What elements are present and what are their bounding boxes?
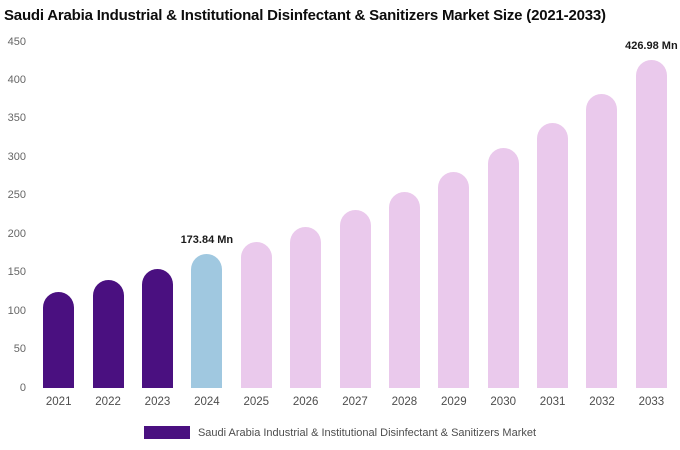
bar-2028 xyxy=(388,191,420,388)
bar-2022 xyxy=(92,280,124,388)
x-tick-label-2027: 2027 xyxy=(342,396,368,408)
bar-value-label-2033: 426.98 Mn xyxy=(625,39,678,52)
bar-2021 xyxy=(43,291,75,388)
bar-slot-2024: 173.84 Mn xyxy=(180,42,234,388)
x-tick-label-2030: 2030 xyxy=(490,396,516,408)
x-tick-label-2029: 2029 xyxy=(441,396,467,408)
plot-area: 173.84 Mn 426.98 Mn xyxy=(34,39,678,388)
y-tick-label-350: 350 xyxy=(7,112,26,125)
bar-slot-2021 xyxy=(34,42,83,388)
chart-title: Saudi Arabia Industrial & Institutional … xyxy=(4,7,606,24)
x-tick-label-2022: 2022 xyxy=(95,396,121,408)
bar-slot-2028 xyxy=(380,42,429,388)
x-tick-label-2028: 2028 xyxy=(391,396,418,408)
bar-2024 xyxy=(191,254,223,388)
bar-2029 xyxy=(438,171,470,388)
bar-2027 xyxy=(339,210,371,388)
x-axis: 2021 2022 2023 2024 2025 2026 2027 2028 2029 2030… xyxy=(34,396,676,410)
y-axis: 0 50 100 150 200 250 300 350 400 450 xyxy=(0,36,26,394)
bar-slot-2031 xyxy=(528,42,577,388)
y-tick-label-0: 0 xyxy=(19,381,26,394)
x-tick-label-2033: 2033 xyxy=(638,396,665,408)
x-tick-label-2021: 2021 xyxy=(45,396,72,408)
y-tick-label-250: 250 xyxy=(7,189,26,202)
legend-label: Saudi Arabia Industrial & Institutional … xyxy=(197,426,537,439)
bar-2030 xyxy=(487,148,519,388)
x-tick-label-2032: 2032 xyxy=(589,396,615,408)
y-tick-label-450: 450 xyxy=(7,35,26,48)
bar-2023 xyxy=(141,268,173,388)
y-tick-label-150: 150 xyxy=(7,266,26,279)
x-tick-label-2031: 2031 xyxy=(539,396,566,408)
bar-value-label-2024: 173.84 Mn xyxy=(180,234,234,247)
x-tick-label-2024: 2024 xyxy=(194,396,220,408)
x-tick-label-2026: 2026 xyxy=(292,396,319,408)
x-tick-label-2025: 2025 xyxy=(243,396,270,408)
bar-slot-2025 xyxy=(232,42,281,388)
bar-slot-2033: 426.98 Mn xyxy=(625,39,678,388)
bar-slot-2032 xyxy=(577,42,626,388)
bar-slot-2030 xyxy=(479,42,528,388)
plot-wrap: 0 50 100 150 200 250 300 350 400 450 173.84 Mn 426… xyxy=(0,36,680,394)
legend: Saudi Arabia Industrial & Institutional … xyxy=(0,426,680,439)
bar-slot-2022 xyxy=(83,42,132,388)
y-tick-label-200: 200 xyxy=(7,227,26,240)
bar-slot-2027 xyxy=(330,42,379,388)
bar-2026 xyxy=(290,226,322,388)
y-tick-label-300: 300 xyxy=(7,150,26,163)
bar-2032 xyxy=(586,93,618,388)
bar-slot-2023 xyxy=(133,42,182,388)
x-tick-label-2023: 2023 xyxy=(144,396,171,408)
bar-slot-2026 xyxy=(281,42,330,388)
bar-2031 xyxy=(537,122,569,388)
bar-2025 xyxy=(240,241,272,388)
bar-slot-2029 xyxy=(429,42,478,388)
y-tick-label-100: 100 xyxy=(7,304,26,317)
legend-swatch xyxy=(143,426,190,439)
y-tick-label-50: 50 xyxy=(13,343,26,356)
y-tick-label-400: 400 xyxy=(7,73,26,86)
bar-2033 xyxy=(635,59,667,388)
